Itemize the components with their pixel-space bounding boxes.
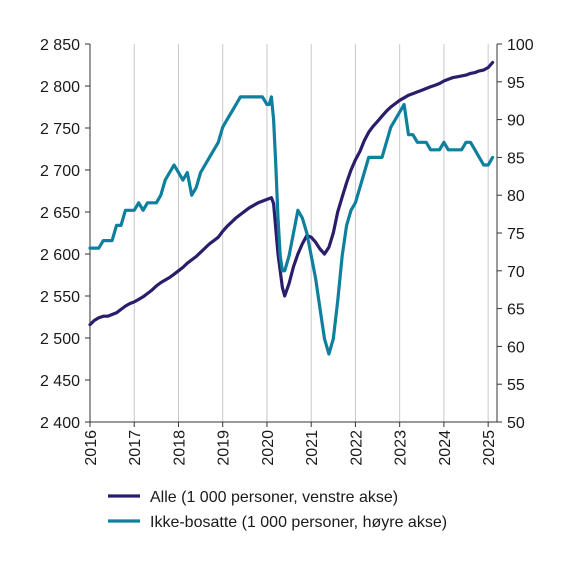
right-tick-label-80: 80: [507, 188, 525, 205]
left-tick-label-2550: 2 550: [40, 289, 80, 306]
axes: 2 400 2 450 2 500 2 550 2 600 2 650 2 700 2 750…: [40, 37, 534, 466]
right-tick-label-70: 70: [507, 264, 525, 281]
left-tick-label-2500: 2 500: [40, 331, 80, 348]
right-tick-label-95: 95: [507, 75, 525, 92]
left-tick-label-2400: 2 400: [40, 415, 80, 432]
x-tick-label-2020: 2020: [260, 430, 277, 466]
left-tick-label-2700: 2 700: [40, 163, 80, 180]
left-tick-label-2850: 2 850: [40, 37, 80, 54]
x-tick-label-2023: 2023: [393, 430, 410, 466]
right-tick-label-85: 85: [507, 150, 525, 167]
legend-label-alle: Alle (1 000 personer, venstre akse): [150, 489, 398, 506]
legend: Alle (1 000 personer, venstre akse) Ikke-…: [108, 489, 447, 531]
right-tick-label-90: 90: [507, 113, 525, 130]
x-tick-label-2022: 2022: [348, 430, 365, 466]
right-tick-label-55: 55: [507, 377, 525, 394]
left-tick-label-2750: 2 750: [40, 121, 80, 138]
x-tick-label-2018: 2018: [171, 430, 188, 466]
left-tick-label-2650: 2 650: [40, 205, 80, 222]
left-tick-label-2800: 2 800: [40, 79, 80, 96]
x-tick-label-2019: 2019: [216, 430, 233, 466]
x-tick-label-2021: 2021: [304, 430, 321, 466]
left-tick-label-2450: 2 450: [40, 373, 80, 390]
legend-label-ikke-bosatte: Ikke-bosatte (1 000 personer, høyre akse…: [150, 514, 447, 531]
x-tick-label-2017: 2017: [127, 430, 144, 466]
x-tick-label-2024: 2024: [437, 430, 454, 466]
series-lines: [88, 60, 495, 356]
right-tick-label-75: 75: [507, 226, 525, 243]
series-line-ikke-bosatte: [88, 95, 495, 356]
right-tick-label-60: 60: [507, 339, 525, 356]
series-line-alle: [88, 60, 495, 327]
right-tick-label-50: 50: [507, 415, 525, 432]
x-tick-label-2016: 2016: [83, 430, 100, 466]
left-tick-label-2600: 2 600: [40, 247, 80, 264]
right-tick-label-65: 65: [507, 302, 525, 319]
right-tick-label-100: 100: [507, 37, 534, 54]
gridlines: [89, 44, 489, 422]
x-tick-label-2025: 2025: [481, 430, 498, 466]
